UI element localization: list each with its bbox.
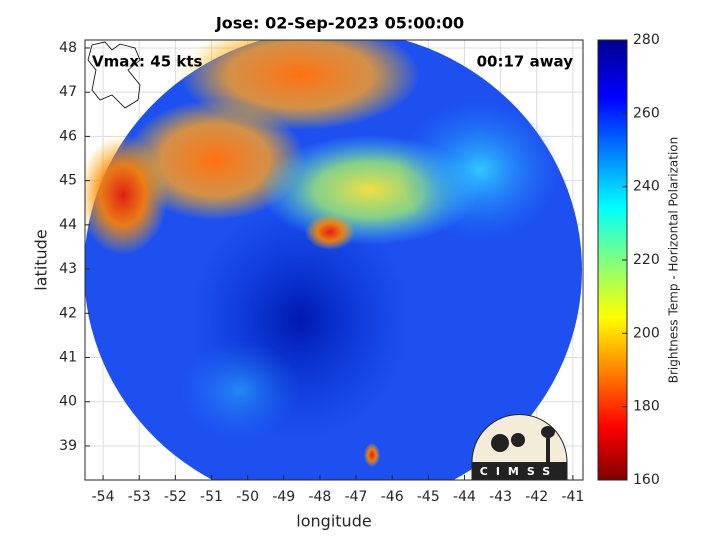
annotation: Vmax: 45 kts: [92, 53, 202, 71]
swath-region: [400, 100, 560, 240]
x-tick-label: -47: [345, 489, 368, 505]
x-tick-label: -49: [272, 489, 295, 505]
colorbar-tick-label: 260: [633, 105, 660, 121]
swath-region: [180, 340, 300, 440]
x-tick-label: -48: [308, 489, 331, 505]
y-axis-label: latitude: [32, 229, 51, 290]
x-tick-label: -54: [92, 489, 115, 505]
y-tick-label: 44: [59, 217, 77, 233]
logo-tower: [546, 436, 550, 462]
swath: [85, 40, 582, 480]
y-tick-label: 45: [59, 173, 77, 189]
colorbar-tick-label: 200: [633, 325, 660, 341]
x-tick-label: -51: [200, 489, 223, 505]
x-tick-label: -41: [561, 489, 584, 505]
y-tick-label: 48: [59, 40, 77, 56]
x-tick-label: -44: [453, 489, 476, 505]
swath-region: [85, 135, 168, 255]
colorbar-tick-label: 160: [633, 472, 660, 488]
y-tick-label: 46: [59, 128, 77, 144]
y-tick-label: 40: [59, 394, 77, 410]
coastline: [87, 41, 141, 109]
x-tick-label: -53: [128, 489, 151, 505]
y-tick-label: 47: [59, 84, 77, 100]
x-axis-label: longitude: [296, 512, 371, 531]
y-tick-label: 39: [59, 438, 77, 454]
colorbar-tick-label: 280: [633, 32, 660, 48]
x-tick-label: -46: [381, 489, 404, 505]
annotation: 00:17 away: [477, 53, 574, 71]
logo-tower: [541, 426, 555, 438]
y-tick-label: 43: [59, 261, 77, 277]
chart-title: Jose: 02-Sep-2023 05:00:00: [215, 14, 464, 33]
logo-text: CIMSS: [480, 465, 558, 478]
colorbar-label: Brightness Temp - Horizontal Polarizatio…: [667, 137, 681, 384]
swath-region: [305, 214, 355, 250]
logo-band: [472, 462, 567, 480]
y-tick-label: 41: [59, 350, 77, 366]
logo-dish: [511, 433, 525, 447]
swath-region: [364, 443, 380, 467]
x-tick-label: -42: [525, 489, 548, 505]
x-tick-label: -45: [417, 489, 440, 505]
x-tick-label: -52: [164, 489, 187, 505]
colorbar-tick-label: 240: [633, 179, 660, 195]
plot-frame: [84, 39, 584, 481]
colorbar-tick-label: 220: [633, 252, 660, 268]
x-tick-label: -50: [236, 489, 259, 505]
logo-dish: [491, 434, 509, 452]
logo: CIMSS: [471, 414, 568, 481]
colorbar-tick-label: 180: [633, 399, 660, 415]
y-tick-label: 42: [59, 305, 77, 321]
x-tick-label: -43: [489, 489, 512, 505]
